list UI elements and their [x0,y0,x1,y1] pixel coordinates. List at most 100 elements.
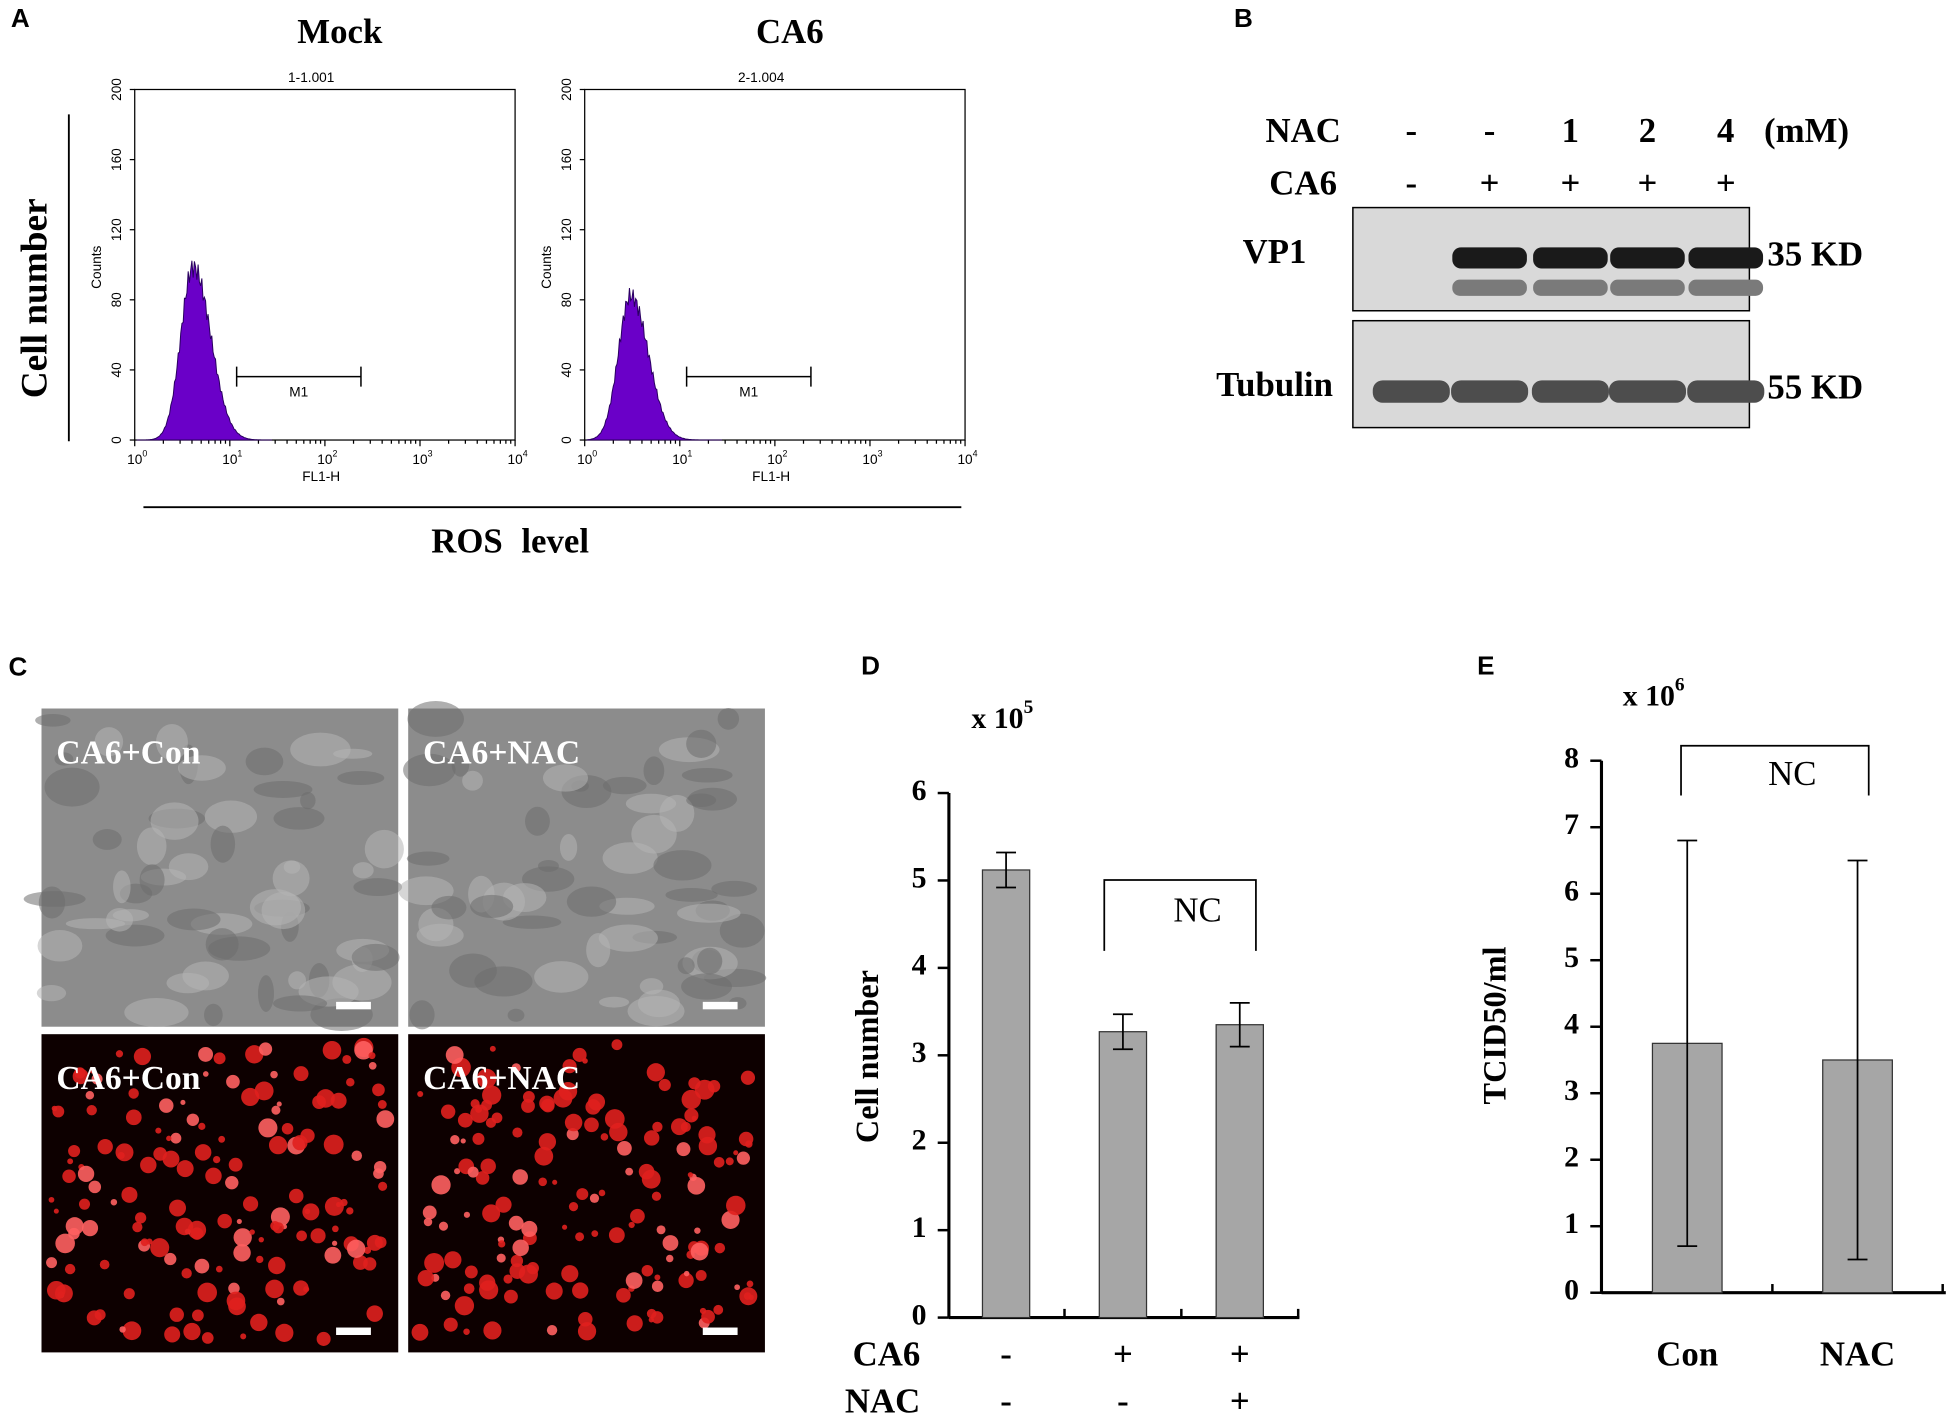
y-tick-label: 3 [912,1036,927,1069]
cell [228,1157,243,1172]
y-tick-label: 7 [1564,808,1579,841]
cell [424,1252,445,1273]
row-value: - [1000,1382,1012,1421]
cell [225,1175,239,1190]
y-axis-title: TCID50/ml [1477,947,1513,1105]
cell [89,1067,96,1074]
row-value: + [1230,1334,1250,1373]
cell [417,1269,435,1287]
cell [352,862,374,879]
cell [662,1235,679,1251]
cell [146,1238,153,1245]
y-tick-label: 6 [1564,875,1579,908]
cell [351,1150,363,1162]
cell [403,753,456,787]
cell [617,1140,632,1156]
lane-value: 2 [1639,111,1656,150]
cell [228,1282,240,1295]
cell [226,1074,240,1089]
cell [218,1135,226,1143]
cell [643,1130,660,1146]
x-tick-label-base: 10 [577,452,593,467]
cell [507,1008,525,1022]
cell [572,1047,587,1062]
micrograph [41,1034,399,1353]
cell [258,975,274,1012]
x-tick-label-exp: 2 [333,449,338,459]
y-tick-label: 5 [912,861,927,894]
cell [512,1127,523,1138]
band [1610,247,1685,269]
cell [409,1000,435,1030]
y-tick-label: 120 [559,218,574,241]
scale-bar [336,1001,371,1010]
cell [67,1158,74,1165]
cell [431,1175,451,1195]
cell [372,1083,385,1097]
cell [482,1204,501,1223]
cell [170,1132,182,1144]
cell [155,723,188,761]
cell [115,1143,134,1162]
x-tick-label-base: 10 [672,452,688,467]
cell [342,1054,352,1064]
cell [445,1046,464,1064]
cell [725,1157,734,1166]
cell [346,1239,366,1258]
cell [99,1259,110,1270]
cell [562,1224,568,1230]
cell [588,1093,606,1111]
cell [324,1246,342,1264]
cell [713,1304,724,1315]
x-tick-label-exp: 2 [782,449,787,459]
cell [511,1063,521,1073]
error-bar [996,851,1017,889]
y-tick-label: 0 [912,1298,927,1331]
lane-value: - [1405,111,1417,150]
cell [417,1090,424,1098]
cell [74,1067,86,1079]
cell [376,1110,395,1128]
cell [584,1117,599,1133]
cell [276,1297,285,1306]
cell [258,1118,278,1138]
error-bar [1847,859,1868,1261]
cell [608,1227,625,1244]
band [1533,247,1608,269]
cell [472,1132,485,1145]
cell [411,1323,429,1341]
cell [604,1109,625,1129]
cell [192,1309,204,1322]
cell [616,1288,631,1303]
cell [303,1286,310,1293]
cell [542,764,589,792]
cell [125,1109,142,1126]
band [1451,380,1529,403]
cell [166,972,210,994]
cell [521,1220,538,1237]
cell [656,1225,666,1235]
cell [91,1073,103,1085]
x-tick-label: 103 [862,449,882,467]
cell [476,1068,497,1089]
cell [498,1240,506,1248]
y-tick-label: 40 [109,362,124,378]
cell [202,1071,209,1077]
x-tick-label-exp: 0 [592,449,597,459]
cell [226,1291,246,1311]
unit-label-base: x 10 [971,702,1023,735]
bar [1098,1031,1148,1319]
cell [577,1322,597,1341]
cell [368,1052,376,1060]
cell [683,1270,690,1277]
cell [650,1311,664,1324]
image-label: CA6+Con [56,1060,200,1097]
cell [215,1265,223,1273]
cell [64,1263,76,1275]
cell [733,1150,739,1156]
x-tick-label: 100 [577,449,597,467]
cell [717,707,740,730]
cell [568,1202,579,1212]
cell [54,1284,73,1303]
